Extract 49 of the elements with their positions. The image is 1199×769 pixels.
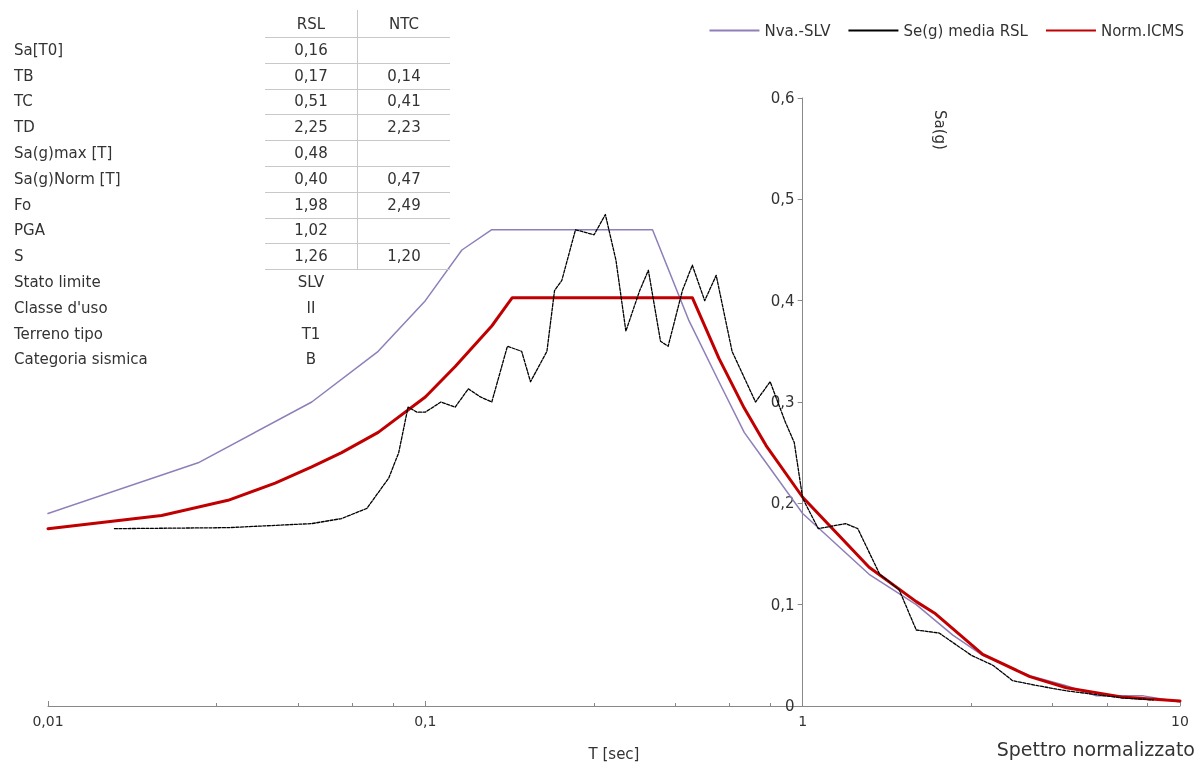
legend-label: Nva.-SLV (764, 21, 832, 40)
text: TB (13, 66, 34, 85)
annotation: 1,20 (387, 247, 421, 266)
annotation: Sa(g)max [T] (14, 144, 113, 162)
y-tick-label: 0,1 (770, 595, 795, 614)
text: TC (13, 92, 33, 111)
legend-label: Se(g) media RSL (903, 21, 1029, 40)
annotation: 2,25 (294, 118, 328, 137)
x-tick-label: 0,1 (414, 713, 437, 729)
text: RSL (296, 15, 326, 33)
text: NTC (389, 15, 419, 33)
text: Sa[T0] (14, 40, 64, 59)
annotation: 1,02 (294, 221, 328, 240)
y-tick-label: 0,6 (770, 89, 795, 107)
annotation: 1,98 (294, 195, 328, 214)
annotation: Categoria sismica (14, 350, 148, 369)
x-axis-title: T [sec] (587, 744, 640, 763)
annotation: 2,23 (387, 118, 421, 137)
annotation: 0,41 (387, 92, 421, 111)
text: PGA (14, 221, 46, 240)
y-tick-label: 0,5 (770, 190, 795, 209)
text: Spettro normalizzato (996, 738, 1195, 760)
y-axis-title: Sa(g) (931, 110, 949, 150)
annotation: 0,48 (294, 144, 328, 162)
x-tick-label: 0,01 (32, 713, 64, 729)
annotation: Stato limite (14, 273, 101, 291)
annotation: B (305, 350, 317, 369)
annotation: II (306, 298, 316, 317)
y-tick-label: 0,4 (770, 291, 795, 310)
annotation: SLV (297, 273, 325, 291)
text: 0,17 (294, 66, 328, 85)
annotation: Terreno tipo (13, 324, 104, 343)
annotation: 0,47 (387, 169, 421, 188)
annotation: Classe d'uso (14, 298, 108, 317)
x-tick-label: 1 (798, 713, 808, 729)
annotation: 1,26 (294, 247, 328, 266)
text: Fo (14, 195, 32, 214)
text: S (14, 247, 24, 266)
annotation: T1 (300, 324, 321, 343)
text: 0,16 (294, 40, 328, 59)
annotation: 2,49 (387, 195, 421, 214)
annotation: 0,40 (294, 169, 328, 188)
annotation: Sa(g)Norm [T] (14, 169, 121, 188)
text: 0,14 (387, 66, 421, 85)
legend-label: Norm.ICMS (1100, 21, 1184, 40)
text: TD (13, 118, 35, 137)
x-tick-label: 10 (1171, 713, 1189, 729)
annotation: 0,51 (294, 92, 328, 111)
y-tick-label: 0,2 (770, 494, 795, 513)
